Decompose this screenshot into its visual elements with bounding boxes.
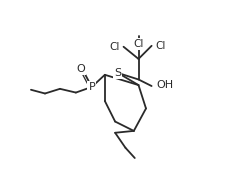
Text: OH: OH — [156, 80, 173, 90]
Text: Cl: Cl — [133, 39, 144, 49]
Text: O: O — [76, 64, 85, 74]
Text: Cl: Cl — [155, 41, 165, 51]
Text: Cl: Cl — [110, 42, 120, 52]
Text: P: P — [88, 82, 95, 92]
Text: S: S — [114, 68, 121, 78]
